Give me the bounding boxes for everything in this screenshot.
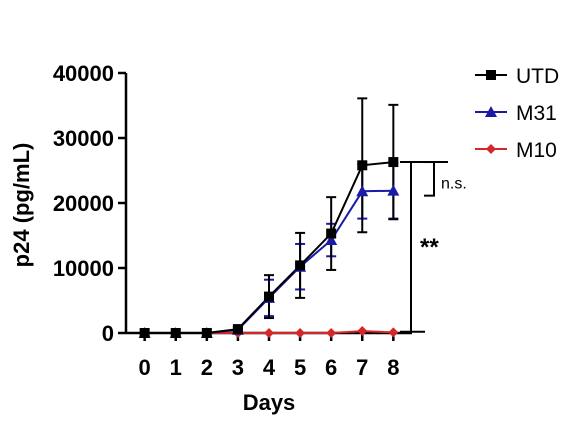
legend-utd-marker: [486, 70, 496, 80]
y-tick-label: 30000: [53, 126, 114, 151]
x-tick-label: 3: [232, 355, 244, 380]
m31-point: [325, 234, 338, 246]
m10-point: [388, 327, 399, 338]
series-markers: [138, 157, 400, 338]
x-tick-label: 1: [170, 355, 182, 380]
utd-point: [264, 291, 274, 302]
m31-point: [356, 185, 369, 197]
m10-point: [264, 328, 274, 338]
y-tick-label: 40000: [53, 61, 114, 86]
x-tick-label: 4: [263, 355, 276, 380]
sig-label: **: [420, 234, 439, 261]
utd-point: [388, 157, 399, 168]
utd-point: [326, 228, 337, 239]
utd-point: [232, 324, 243, 335]
x-tick-label: 6: [325, 355, 337, 380]
x-tick-label: 5: [294, 355, 306, 380]
m31-point: [387, 184, 400, 196]
x-tick-label: 2: [201, 355, 213, 380]
legend-m31-label: M31: [516, 102, 557, 125]
m10-point: [295, 328, 306, 338]
y-tick-label: 10000: [53, 256, 114, 281]
utd-point: [357, 160, 368, 171]
legend-m31-marker: [485, 106, 497, 117]
m10-point: [357, 326, 368, 337]
x-tick-label: 7: [356, 355, 368, 380]
utd-point: [295, 260, 306, 271]
utd-point: [139, 328, 150, 338]
utd-point: [170, 328, 181, 338]
ns-label: n.s.: [441, 175, 467, 192]
y-axis-title: p24 (pg/mL): [9, 143, 34, 268]
significance-annotations: n.s. **: [400, 161, 467, 333]
x-axis-title: Days: [243, 390, 296, 415]
y-tick-label: 20000: [53, 191, 114, 216]
utd-point: [201, 328, 212, 338]
x-tick-label: 0: [139, 355, 151, 380]
y-tick-label: 0: [102, 321, 114, 346]
m10-point: [326, 328, 337, 338]
legend-utd-label: UTD: [516, 65, 559, 88]
legend-m10-marker: [486, 144, 496, 154]
x-tick-label: 8: [387, 355, 399, 380]
legend-m10-label: M10: [516, 139, 557, 162]
legend: UTD M31 M10: [475, 65, 559, 162]
error-bars: [232, 97, 399, 333]
